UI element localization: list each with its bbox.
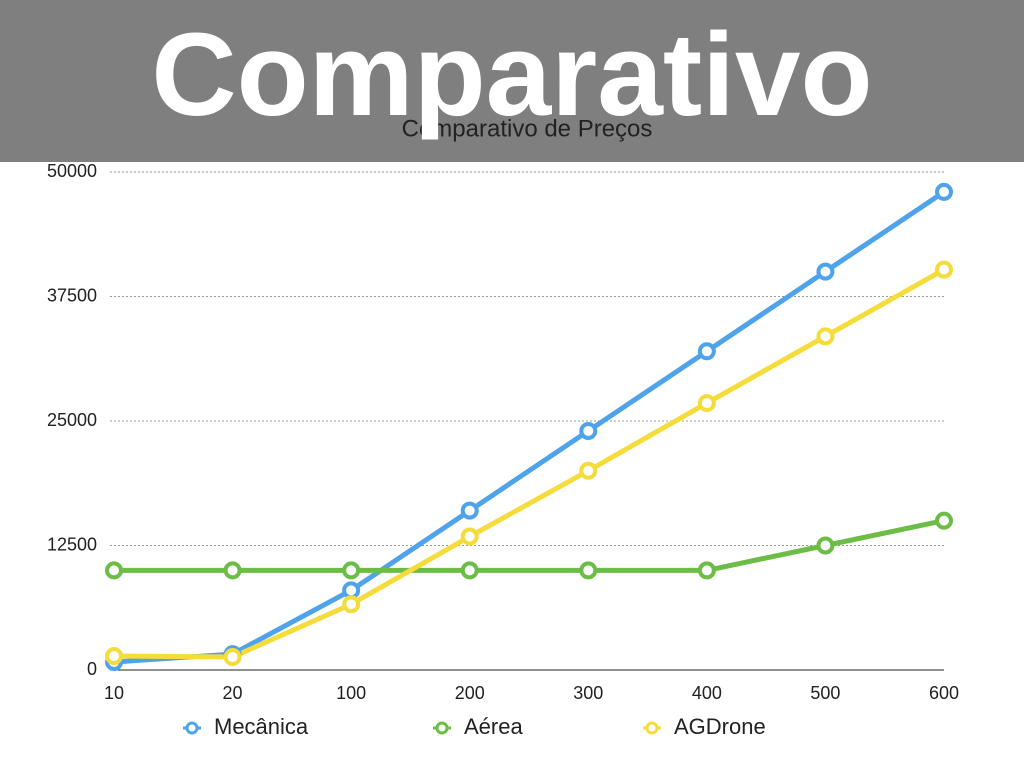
legend-label: Mecânica xyxy=(214,714,309,739)
x-tick-label: 100 xyxy=(336,683,366,703)
data-point xyxy=(342,561,361,580)
y-tick-label: 0 xyxy=(87,659,97,679)
data-point xyxy=(105,647,123,666)
y-tick-label: 25000 xyxy=(47,410,97,430)
y-tick-label: 37500 xyxy=(47,285,97,305)
legend-label: AGDrone xyxy=(674,714,766,739)
data-point xyxy=(579,561,598,580)
y-tick-label: 12500 xyxy=(47,534,97,554)
y-tick-label: 50000 xyxy=(47,161,97,181)
data-point xyxy=(697,394,716,413)
banner-background xyxy=(0,0,1024,162)
x-tick-label: 200 xyxy=(455,683,485,703)
data-point xyxy=(223,561,242,580)
series-line xyxy=(113,267,946,660)
legend-marker xyxy=(645,721,659,735)
data-point xyxy=(460,527,479,546)
x-tick-label: 400 xyxy=(692,683,722,703)
data-point xyxy=(579,421,598,440)
data-point xyxy=(342,581,361,600)
data-point xyxy=(816,262,835,281)
legend-label: Aérea xyxy=(464,714,523,739)
data-point xyxy=(697,342,716,361)
x-tick-label: 10 xyxy=(104,683,124,703)
data-point xyxy=(935,511,953,530)
data-point xyxy=(579,461,598,480)
x-tick-label: 500 xyxy=(810,683,840,703)
series-line xyxy=(113,189,946,665)
x-tick-label: 20 xyxy=(223,683,243,703)
data-point xyxy=(342,595,361,614)
banner-title: Comparativo xyxy=(151,9,872,141)
legend-marker xyxy=(435,721,449,735)
data-point xyxy=(105,561,123,580)
data-point xyxy=(460,501,479,520)
data-point xyxy=(460,561,479,580)
x-tick-label: 600 xyxy=(929,683,959,703)
x-tick-label: 300 xyxy=(573,683,603,703)
data-point xyxy=(816,536,835,555)
legend-marker xyxy=(185,721,199,735)
data-point xyxy=(697,561,716,580)
data-point xyxy=(816,327,835,346)
data-point xyxy=(935,182,953,201)
series-line xyxy=(114,518,945,573)
data-point xyxy=(935,260,953,279)
chart-title: Comparativo de Preços xyxy=(402,115,653,142)
data-point xyxy=(223,648,242,667)
